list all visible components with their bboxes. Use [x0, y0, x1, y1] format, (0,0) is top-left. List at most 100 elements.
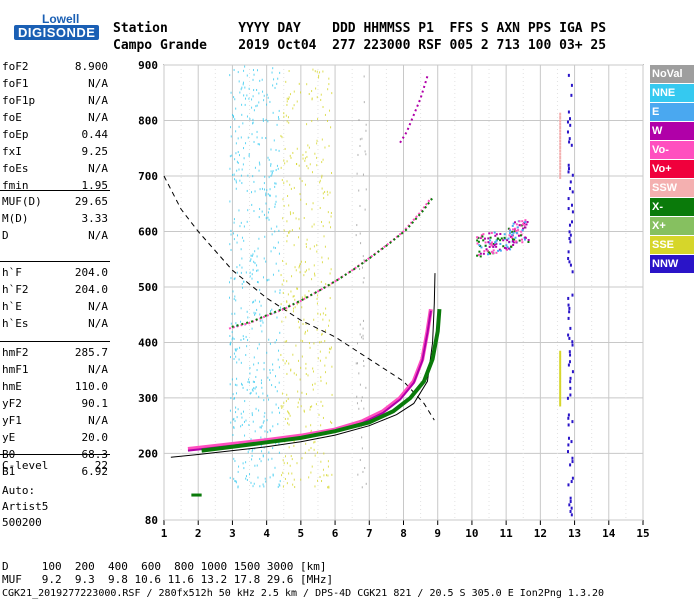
noise-dot [317, 451, 319, 454]
noise-dot [278, 118, 280, 121]
noise-dot [269, 378, 271, 381]
noise-dot [304, 270, 306, 273]
nnw-dot [567, 363, 570, 367]
noise-dot [248, 448, 250, 451]
noise-dot [321, 332, 323, 335]
noise-dot [273, 139, 275, 142]
legend-item-x-: X+ [650, 217, 694, 235]
param-row-fmin: fmin 1.95 [2, 177, 108, 194]
sse-dot [559, 384, 562, 388]
noise-dot [308, 268, 310, 271]
noise-dot [361, 266, 363, 269]
noise-dot [309, 405, 311, 408]
spread-dot [483, 237, 486, 240]
noise-dot [262, 392, 264, 395]
noise-dot [319, 206, 321, 209]
noise-dot [316, 156, 318, 159]
noise-dot [237, 408, 239, 411]
noise-dot [233, 477, 235, 480]
param-row-yf2: yF2 90.1 [2, 395, 108, 412]
noise-dot [300, 366, 302, 369]
sse-dot [559, 389, 562, 393]
noise-dot [319, 341, 321, 344]
noise-dot [328, 319, 330, 322]
sse-dot [559, 381, 562, 385]
noise-dot [319, 181, 321, 184]
noise-dot [233, 417, 235, 420]
noise-dot [331, 92, 333, 95]
noise-dot [249, 117, 251, 120]
noise-dot [323, 474, 325, 477]
noise-dot [263, 188, 265, 191]
noise-dot [262, 483, 264, 486]
electron-profile-line [170, 273, 436, 458]
noise-dot [315, 87, 317, 90]
noise-dot [267, 193, 269, 196]
noise-dot [298, 227, 300, 230]
noise-dot [252, 420, 254, 423]
noise-dot [295, 344, 297, 347]
noise-dot [314, 274, 316, 277]
noise-dot [286, 160, 288, 163]
spread-dot [509, 232, 512, 235]
spread-dot [508, 234, 511, 237]
noise-dot [328, 324, 330, 327]
noise-dot [242, 163, 244, 166]
nnw-dot [568, 223, 571, 227]
noise-dot [306, 165, 308, 168]
noise-dot [230, 322, 232, 325]
noise-dot [230, 91, 232, 94]
noise-dot [245, 354, 247, 357]
noise-dot [321, 176, 323, 179]
noise-dot [252, 78, 254, 81]
noise-dot [363, 261, 365, 264]
nnw-dot [567, 170, 570, 174]
noise-dot [322, 312, 324, 315]
noise-dot [257, 269, 259, 272]
spread-dot [508, 228, 511, 231]
ssw-dot [559, 136, 562, 140]
param-row-yf1: yF1 N/A [2, 412, 108, 429]
noise-dot [300, 91, 302, 94]
noise-dot [293, 478, 295, 481]
spread-dot [516, 226, 519, 229]
spread-dot [524, 236, 527, 239]
param-key: h`F2 [2, 283, 29, 296]
noise-dot [232, 173, 234, 176]
noise-dot [278, 252, 280, 255]
spread-dot [481, 235, 484, 238]
nnw-dot [567, 250, 570, 254]
param-key: foF1 [2, 77, 29, 90]
noise-dot [313, 245, 315, 248]
noise-dot [271, 308, 273, 311]
noise-dot [233, 278, 235, 281]
noise-dot [274, 230, 276, 233]
noise-dot [284, 477, 286, 480]
noise-dot [278, 149, 280, 152]
noise-dot [243, 420, 245, 423]
nnw-dot [568, 360, 571, 364]
noise-dot [286, 240, 288, 243]
spread-dot [486, 249, 489, 252]
auto-label: Auto: [2, 484, 36, 497]
noise-dot [296, 462, 298, 465]
spread-dot [480, 234, 483, 237]
noise-dot [273, 246, 275, 249]
noise-dot [240, 88, 242, 91]
noise-dot [251, 203, 253, 206]
noise-dot [255, 407, 257, 410]
param-key: h`E [2, 300, 22, 313]
nnw-dot [567, 167, 570, 171]
param-value: 110.0 [74, 380, 108, 393]
noise-dot [287, 411, 289, 414]
noise-dot [321, 174, 323, 177]
noise-dot [296, 303, 298, 306]
noise-dot [239, 264, 241, 267]
noise-dot [314, 382, 316, 385]
noise-dot [358, 407, 360, 410]
noise-dot [305, 425, 307, 428]
noise-dot [276, 123, 278, 126]
noise-dot [276, 316, 278, 319]
noise-dot [269, 310, 271, 313]
noise-dot [271, 233, 273, 236]
